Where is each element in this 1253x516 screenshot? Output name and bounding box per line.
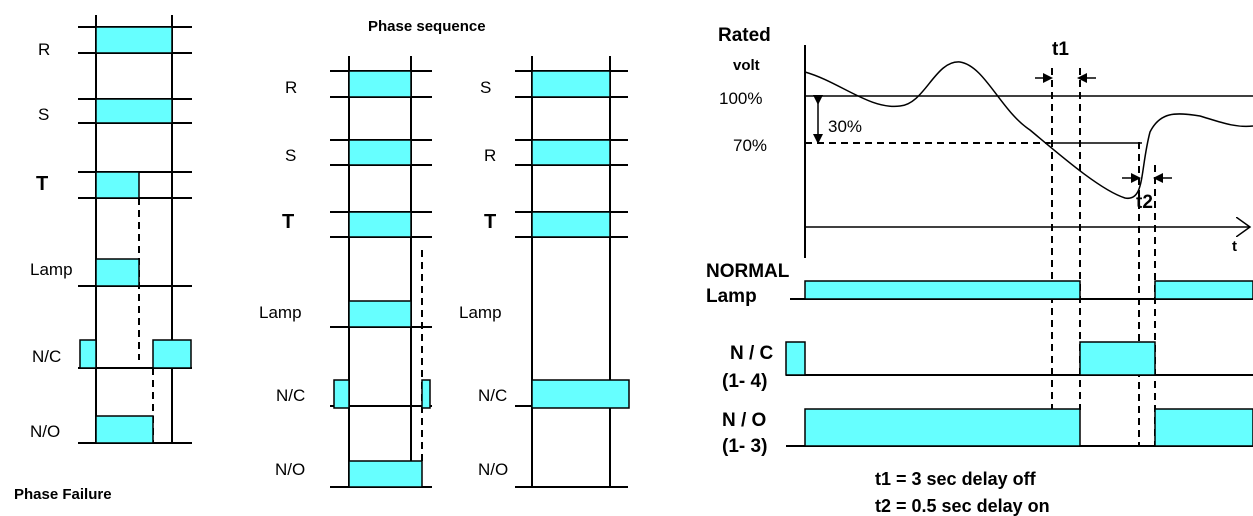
row-label-s: S: [480, 78, 491, 97]
nc-label-line1: N / C: [730, 343, 774, 364]
pulse-nc: [531, 379, 630, 409]
lamp-label-line1: NORMAL: [706, 261, 790, 282]
pulse-r: [531, 139, 611, 166]
pulse-s: [531, 70, 611, 98]
t1-label: t1: [1052, 39, 1069, 60]
row-label-t: T: [282, 211, 294, 233]
y-axis-unit: volt: [733, 57, 760, 74]
row-label-t: T: [36, 173, 48, 195]
pulse-nc: [421, 379, 431, 409]
row-label-lamp: Lamp: [459, 303, 502, 322]
lamp-label-line2: Lamp: [706, 286, 757, 307]
pulse-s: [348, 139, 412, 166]
no-label-line2: (1- 3): [722, 436, 767, 457]
pulse-t: [95, 171, 140, 199]
row-label-lamp: Lamp: [30, 260, 73, 279]
pulse-lamp: [95, 258, 140, 287]
lamp-pulse: [1154, 280, 1253, 300]
row-label-t: T: [484, 211, 496, 233]
row-label-nc: N/C: [276, 386, 305, 405]
nc-label-line2: (1- 4): [722, 371, 767, 392]
lamp-pulse: [804, 280, 1081, 300]
no-label-line1: N / O: [722, 410, 766, 431]
y-axis-title: Rated: [718, 25, 771, 46]
drop-label: 30%: [828, 117, 862, 136]
voltage-timing-panel: Rated volt 100% 70% 30% t t1 t2 NORMAL: [706, 25, 1253, 516]
note-t2: t2 = 0.5 sec delay on: [875, 496, 1050, 516]
level-70-label: 70%: [733, 136, 767, 155]
pulse-nc: [152, 339, 192, 369]
t2-label: t2: [1136, 192, 1153, 213]
phase-sequence-title: Phase sequence: [368, 18, 486, 35]
row-label-nc: N/C: [32, 347, 61, 366]
pulse-nc: [333, 379, 350, 409]
phase-sequence-panel: Phase sequence R S T Lamp N/C N/O S: [259, 18, 630, 488]
pulse-r: [95, 26, 173, 54]
time-axis-label: t: [1232, 238, 1237, 255]
row-label-no: N/O: [478, 460, 508, 479]
row-label-lamp: Lamp: [259, 303, 302, 322]
pulse-lamp: [348, 300, 412, 328]
row-label-s: S: [285, 146, 296, 165]
pulse-t: [348, 211, 412, 238]
pulse-no: [95, 415, 154, 444]
row-label-r: R: [285, 78, 297, 97]
nc-pulse: [785, 341, 806, 376]
pulse-r: [348, 70, 412, 98]
level-100-label: 100%: [719, 89, 762, 108]
pulse-s: [95, 98, 173, 124]
voltage-curve: [804, 61, 1253, 199]
row-label-s: S: [38, 105, 49, 124]
no-pulse: [804, 408, 1081, 447]
pulse-t: [531, 211, 611, 238]
phase-failure-panel: R S T Lamp N/C N/O Phase Failure: [14, 15, 192, 503]
pulse-nc: [79, 339, 97, 369]
note-t1: t1 = 3 sec delay off: [875, 469, 1037, 489]
row-label-no: N/O: [275, 460, 305, 479]
no-pulse: [1154, 408, 1253, 447]
pulse-no: [348, 460, 423, 488]
nc-pulse: [1079, 341, 1156, 376]
row-label-r: R: [484, 146, 496, 165]
row-label-r: R: [38, 40, 50, 59]
phase-failure-title: Phase Failure: [14, 486, 112, 503]
row-label-no: N/O: [30, 422, 60, 441]
row-label-nc: N/C: [478, 386, 507, 405]
